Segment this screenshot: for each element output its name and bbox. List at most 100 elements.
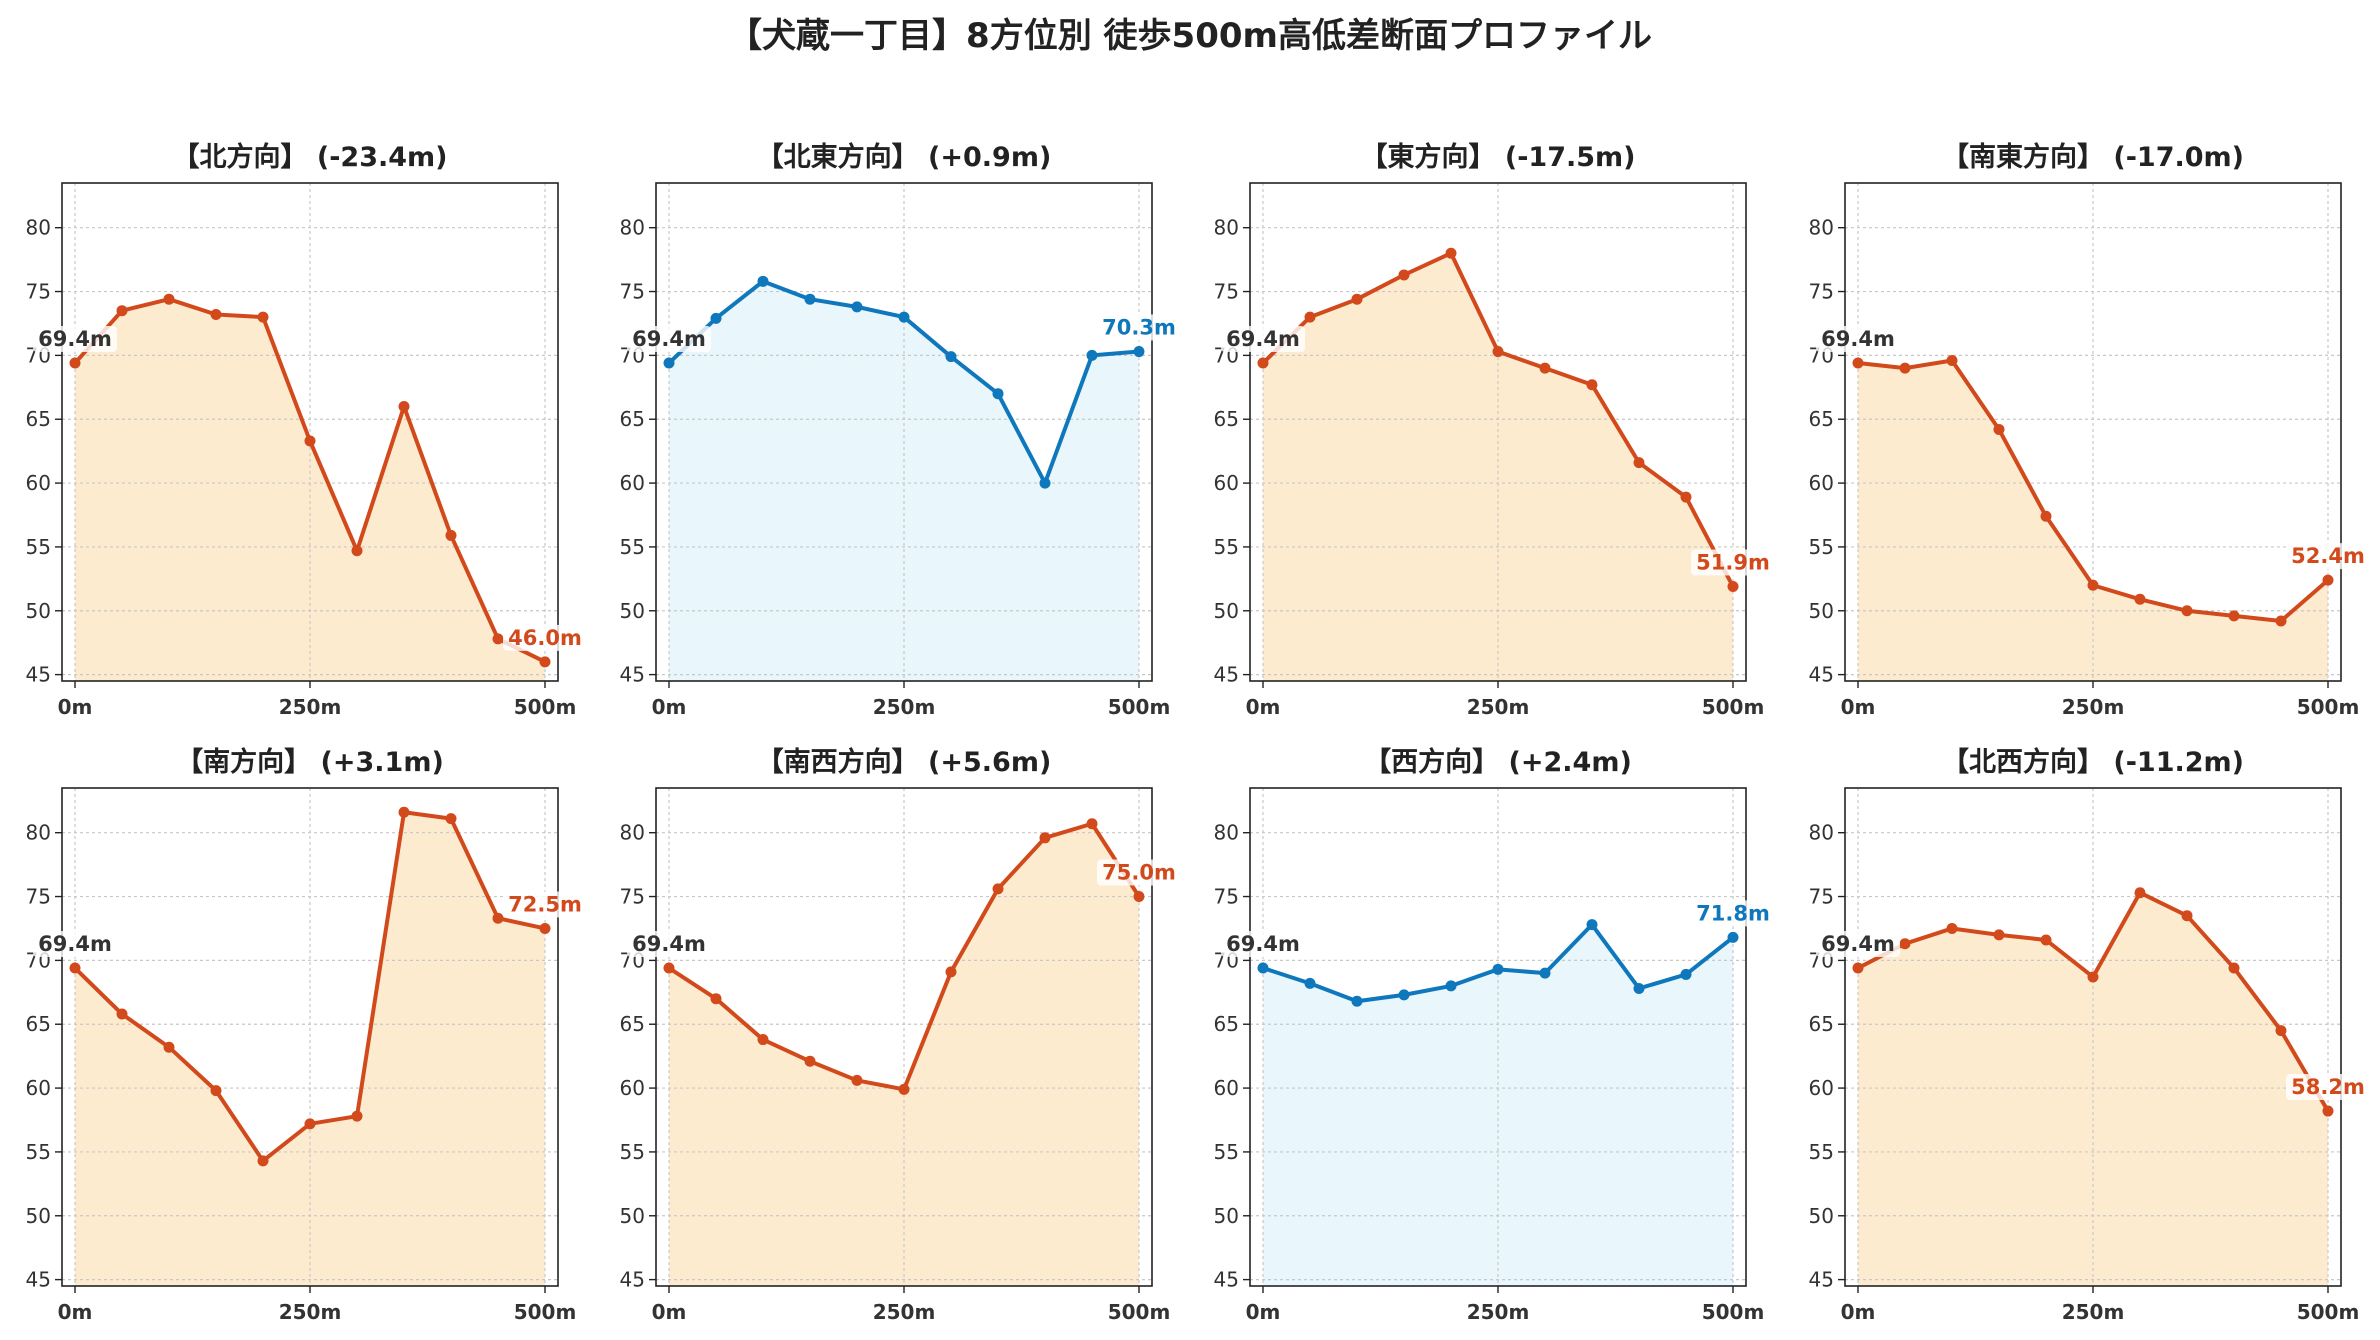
y-tick-label: 50 — [26, 1204, 51, 1228]
x-tick-label: 0m — [1246, 695, 1281, 719]
x-tick-label: 500m — [1108, 1300, 1171, 1324]
data-point — [2134, 887, 2146, 899]
data-point — [1039, 477, 1051, 489]
panel-title: 【北西方向】 (-11.2m) — [1942, 746, 2244, 778]
data-point — [1946, 354, 1958, 366]
y-tick-label: 80 — [1809, 216, 1834, 240]
data-point — [1304, 977, 1316, 989]
data-point — [1492, 963, 1504, 975]
y-tick-label: 45 — [26, 663, 51, 687]
data-point — [2322, 574, 2334, 586]
y-tick-label: 55 — [1809, 535, 1834, 559]
y-tick-label: 80 — [26, 216, 51, 240]
data-point — [1039, 832, 1051, 844]
y-tick-label: 55 — [1214, 535, 1239, 559]
data-point — [2228, 610, 2240, 622]
end-label: 72.5m — [508, 892, 582, 916]
x-tick-label: 500m — [1702, 1300, 1765, 1324]
start-label-bg — [627, 326, 711, 353]
panel-title: 【西方向】 (+2.4m) — [1364, 746, 1632, 778]
y-tick-label: 75 — [1214, 280, 1239, 304]
x-tick-label: 250m — [2062, 695, 2125, 719]
y-tick-label: 65 — [1809, 1012, 1834, 1036]
data-point — [1539, 967, 1551, 979]
x-tick-label: 0m — [1246, 1300, 1281, 1324]
y-tick-label: 50 — [1214, 599, 1239, 623]
x-tick-label: 0m — [652, 1300, 687, 1324]
figure-title: 【犬蔵一丁目】8方位別 徒歩500m高低差断面プロファイル — [728, 16, 1652, 56]
data-point — [1257, 357, 1269, 369]
y-tick-label: 80 — [1214, 821, 1239, 845]
y-tick-label: 50 — [620, 1204, 645, 1228]
data-point — [1993, 423, 2005, 435]
data-point — [1445, 247, 1457, 259]
end-label-bg — [1097, 859, 1181, 886]
y-tick-label: 50 — [620, 599, 645, 623]
y-tick-label: 65 — [1809, 407, 1834, 431]
start-label-bg — [33, 326, 117, 353]
data-point — [1351, 293, 1363, 305]
data-point — [1727, 931, 1739, 943]
data-point — [1492, 346, 1504, 358]
end-label-bg — [1691, 549, 1775, 576]
y-tick-label: 65 — [1214, 407, 1239, 431]
data-point — [804, 293, 816, 305]
data-point — [116, 1008, 128, 1020]
y-tick-label: 55 — [26, 1140, 51, 1164]
y-tick-label: 65 — [620, 407, 645, 431]
y-tick-label: 45 — [620, 1268, 645, 1292]
y-tick-label: 75 — [1214, 885, 1239, 909]
start-label-bg — [1816, 931, 1900, 958]
end-label: 52.4m — [2291, 544, 2365, 568]
data-point — [2181, 910, 2193, 922]
area-fill — [1858, 360, 2328, 681]
y-tick-label: 75 — [1809, 280, 1834, 304]
data-point — [757, 1034, 769, 1046]
data-point — [945, 966, 957, 978]
panel-title: 【東方向】 (-17.5m) — [1360, 141, 1635, 173]
y-tick-label: 45 — [26, 1268, 51, 1292]
y-tick-label: 60 — [1214, 1076, 1239, 1100]
data-point — [1304, 311, 1316, 323]
data-point — [898, 311, 910, 323]
y-tick-label: 50 — [1809, 599, 1834, 623]
x-tick-label: 500m — [1108, 695, 1171, 719]
data-point — [710, 993, 722, 1005]
start-label: 69.4m — [38, 932, 112, 956]
data-point — [804, 1055, 816, 1067]
data-point — [1398, 269, 1410, 281]
data-point — [163, 293, 175, 305]
data-point — [1539, 362, 1551, 374]
x-tick-label: 250m — [279, 1300, 342, 1324]
y-tick-label: 75 — [620, 885, 645, 909]
data-point — [69, 962, 81, 974]
x-tick-label: 250m — [1467, 695, 1530, 719]
y-tick-label: 75 — [1809, 885, 1834, 909]
end-label: 51.9m — [1696, 551, 1770, 575]
panel-title: 【北方向】 (-23.4m) — [172, 141, 447, 173]
x-tick-label: 500m — [514, 1300, 577, 1324]
start-label: 69.4m — [1226, 327, 1300, 351]
area-fill — [669, 281, 1139, 681]
y-tick-label: 80 — [1809, 821, 1834, 845]
data-point — [539, 922, 551, 934]
data-point — [663, 357, 675, 369]
data-point — [992, 388, 1004, 400]
data-point — [2040, 510, 2052, 522]
data-point — [445, 813, 457, 825]
data-point — [351, 545, 363, 557]
end-label: 75.0m — [1102, 861, 1176, 885]
data-point — [1633, 457, 1645, 469]
x-tick-label: 250m — [873, 1300, 936, 1324]
end-label: 70.3m — [1102, 316, 1176, 340]
data-point — [398, 400, 410, 412]
data-point — [2275, 1025, 2287, 1037]
start-label: 69.4m — [1226, 932, 1300, 956]
y-tick-label: 45 — [620, 663, 645, 687]
y-tick-label: 60 — [1214, 471, 1239, 495]
data-point — [2275, 615, 2287, 627]
area-fill — [75, 812, 545, 1286]
data-point — [1852, 357, 1864, 369]
y-tick-label: 75 — [26, 885, 51, 909]
